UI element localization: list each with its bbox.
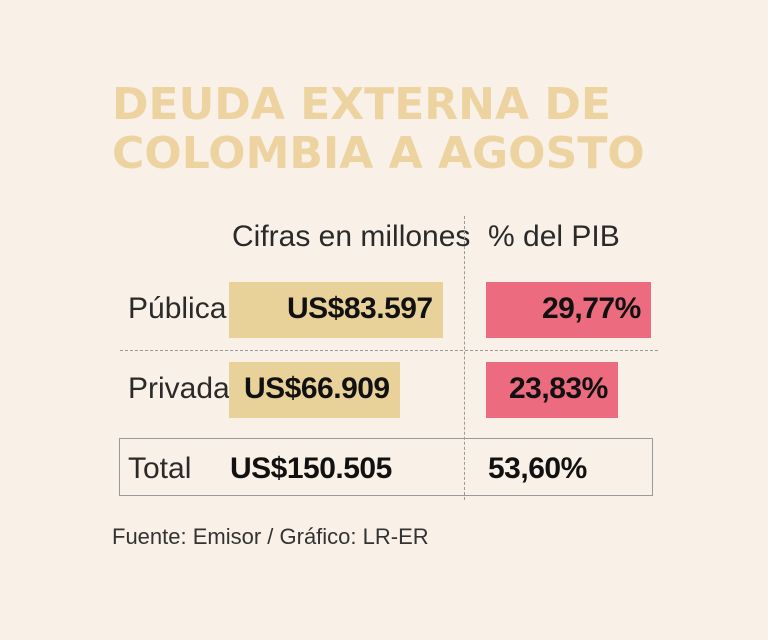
- pct-bar-privada: [486, 362, 618, 418]
- row-label-publica: Pública: [128, 292, 227, 325]
- amount-value-publica: US$83.597: [287, 292, 433, 325]
- pct-value-privada: 23,83%: [509, 372, 608, 405]
- total-pct-value: 53,60%: [488, 452, 587, 485]
- column-header-pct: % del PIB: [488, 220, 620, 253]
- chart-title: DEUDA EXTERNA DE COLOMBIA A AGOSTO: [112, 80, 645, 178]
- pct-value-publica: 29,77%: [542, 292, 641, 325]
- source-credit: Fuente: Emisor / Gráfico: LR-ER: [112, 524, 429, 549]
- pct-bar-publica: [486, 282, 651, 338]
- chart-title-line-1: DEUDA EXTERNA DE: [112, 79, 611, 130]
- column-divider: [464, 216, 465, 500]
- total-row-box: [119, 438, 653, 496]
- amount-bar-privada: [229, 362, 400, 418]
- amount-bar-publica: [229, 282, 443, 338]
- total-amount-value: US$150.505: [230, 452, 392, 485]
- amount-value-privada: US$66.909: [244, 372, 390, 405]
- column-header-amount: Cifras en millones: [232, 220, 471, 253]
- row-label-total: Total: [128, 452, 192, 485]
- row-label-privada: Privada: [128, 372, 230, 405]
- row-divider: [120, 350, 658, 351]
- chart-title-line-2: COLOMBIA A AGOSTO: [112, 128, 645, 179]
